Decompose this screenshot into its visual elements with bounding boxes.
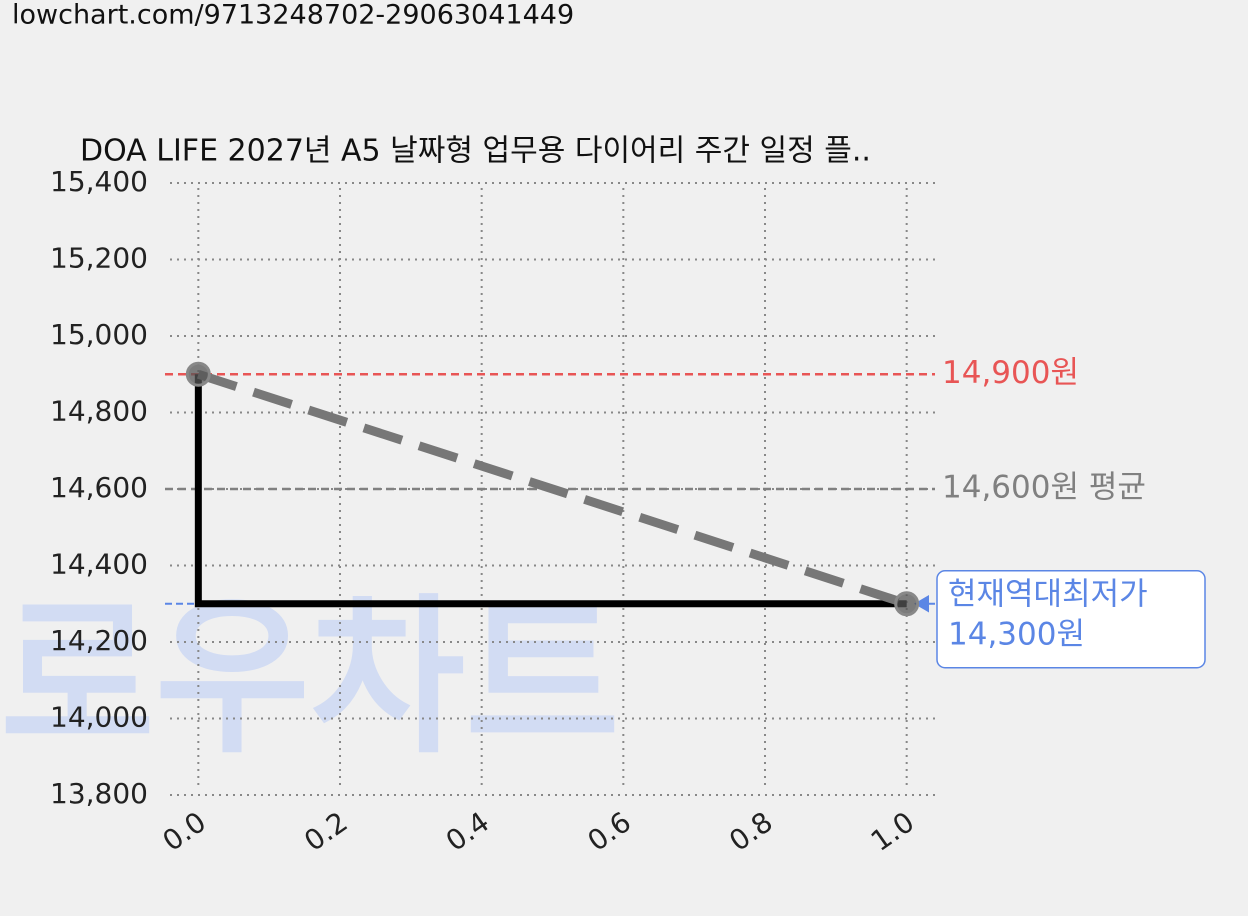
y-tick-label: 15,000 [50,318,148,351]
annotation-label: 14,300원 [948,616,1085,652]
price-line [194,374,907,608]
x-tick-label: 0.4 [440,805,495,858]
watermark: 로우차트 [0,579,620,777]
annotation-label: 현재역대최저가 [948,576,1148,612]
x-tick-label: 0.2 [298,805,353,858]
x-tick-label: 0.0 [157,805,212,858]
x-tick-label: 0.8 [723,805,778,858]
annotation-label: 14,600원 평균 [942,470,1146,506]
x-tick-label: 0.6 [582,805,637,858]
y-tick-label: 14,400 [50,548,148,581]
y-tick-label: 14,600 [50,471,148,504]
y-tick-label: 14,000 [50,701,148,734]
x-tick-label: 1.0 [865,805,920,858]
y-tick-label: 13,800 [50,777,148,810]
y-tick-label: 14,200 [50,624,148,657]
y-tick-label: 15,400 [50,165,148,198]
url: lowchart.com/9713248702-29063041449 [12,0,574,31]
chart-title: DOA LIFE 2027년 A5 날짜형 업무용 다이어리 주간 일정 플.. [80,134,871,169]
callout-box [936,570,1206,669]
trend-line [196,369,909,609]
y-tick-label: 14,800 [50,395,148,428]
point [185,361,211,387]
annotation-label: 14,900원 [942,355,1079,391]
y-tick-label: 15,200 [50,242,148,275]
point [894,591,920,617]
